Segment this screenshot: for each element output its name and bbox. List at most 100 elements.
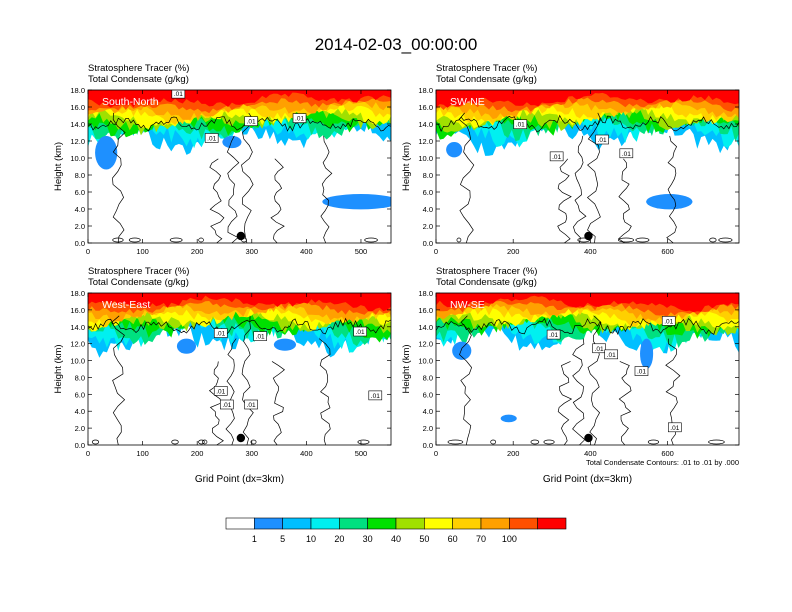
y-tick-label: 18.0 xyxy=(418,86,433,95)
contour-line xyxy=(436,317,739,336)
contour-label-box xyxy=(634,366,649,376)
contour-blob xyxy=(250,439,257,445)
contour-line xyxy=(587,315,602,445)
contour-label-box xyxy=(604,349,618,360)
plot-frame xyxy=(435,89,740,244)
figure-title: 2014-02-03_00:00:00 xyxy=(315,35,478,54)
contour-label-box xyxy=(546,329,561,340)
tracer-patch xyxy=(322,194,391,210)
x-tick-label: 0 xyxy=(86,449,90,458)
contour-label-box xyxy=(220,399,234,410)
contour-labels: .01 .01 .01 .01 .01 .01 .01 xyxy=(213,326,383,410)
colorbar-swatch xyxy=(367,517,397,530)
contour-blob xyxy=(447,439,464,445)
x-tick-label: 600 xyxy=(661,247,674,256)
contour-label: .01 xyxy=(216,388,225,395)
y-tick-label: 4.0 xyxy=(423,407,433,416)
condensate-contours xyxy=(436,112,739,243)
contour-label-box xyxy=(244,399,258,410)
tracer-patch xyxy=(640,338,654,369)
y-tick-label: 18.0 xyxy=(70,86,85,95)
y-tick-label: 14.0 xyxy=(70,120,85,129)
contour-label: .01 xyxy=(549,332,558,339)
y-tick-label: 16.0 xyxy=(70,103,85,112)
panel-title-left: Stratosphere Tracer (%) xyxy=(88,63,189,74)
contour-blob xyxy=(198,237,204,243)
y-tick-label: 0.0 xyxy=(75,441,85,450)
y-tick-label: 10.0 xyxy=(418,357,433,366)
x-axis: 0 100 200 300 400 500 xyxy=(86,90,367,256)
x-tick-label: 0 xyxy=(86,247,90,256)
contour-blob xyxy=(128,237,141,243)
contour-label-box xyxy=(368,390,383,401)
contour-line xyxy=(666,135,678,243)
contour-line xyxy=(572,338,586,445)
contour-blob xyxy=(617,237,635,243)
contour-label-box xyxy=(513,119,528,130)
y-tick-label: 18.0 xyxy=(418,289,433,298)
colorbar-label: 100 xyxy=(502,534,517,544)
contour-line xyxy=(557,158,572,243)
tracer-patch xyxy=(446,142,463,158)
contour-label: .01 xyxy=(595,346,604,353)
colorbar-label: 30 xyxy=(363,534,373,544)
location-marker xyxy=(584,231,593,241)
colorbar-label: 70 xyxy=(476,534,486,544)
x-tick-label: 200 xyxy=(191,449,204,458)
contour-line xyxy=(318,338,331,445)
y-tick-label: 16.0 xyxy=(418,306,433,315)
y-tick-label: 2.0 xyxy=(75,424,85,433)
y-tick-label: 16.0 xyxy=(418,103,433,112)
contour-label: .01 xyxy=(371,393,380,400)
contour-blob xyxy=(635,237,650,243)
y-tick-label: 8.0 xyxy=(423,171,433,180)
contour-blob xyxy=(530,439,540,445)
contour-line xyxy=(618,158,632,243)
contour-label-box xyxy=(549,151,564,162)
contour-line xyxy=(209,158,225,243)
contour-label-box xyxy=(171,90,186,99)
panel-west-east: Stratosphere Tracer (%)Total Condensate … xyxy=(53,266,392,485)
colorbar-label: 10 xyxy=(306,534,316,544)
y-tick-label: 10.0 xyxy=(70,357,85,366)
y-axis-label: Height (km) xyxy=(53,142,64,191)
contour-line xyxy=(557,361,573,445)
contour-line xyxy=(618,361,632,445)
y-axis-label: Height (km) xyxy=(401,344,412,393)
x-axis-label: Grid Point (dx=3km) xyxy=(543,474,632,485)
panel-label: West-East xyxy=(102,299,150,311)
contour-label-box xyxy=(213,386,228,396)
panel-subtitle-left: Total Condensate (g/kg) xyxy=(88,277,189,288)
y-tick-label: 6.0 xyxy=(423,188,433,197)
y-tick-label: 6.0 xyxy=(423,390,433,399)
tracer-field: .01 .01 .01 .01 xyxy=(436,90,739,243)
y-tick-label: 14.0 xyxy=(418,323,433,332)
contour-blob xyxy=(647,439,660,445)
contour-blob xyxy=(112,237,124,243)
condensate-contours xyxy=(436,315,739,445)
contour-footnote: Total Condensate Contours: .01 to .01 by… xyxy=(586,458,739,467)
y-axis: 0.0 2.0 4.0 6.0 8.0 10.0 12.0 14.0 16.0 18.0 Heigh… xyxy=(401,289,739,450)
y-tick-label: 16.0 xyxy=(70,306,85,315)
x-tick-label: 100 xyxy=(136,449,149,458)
contour-line xyxy=(458,112,475,243)
x-axis-label: Grid Point (dx=3km) xyxy=(195,474,284,485)
colorbar-swatch xyxy=(225,517,255,530)
colorbar-swatch xyxy=(282,517,312,530)
panel-title-left: Stratosphere Tracer (%) xyxy=(436,266,537,277)
colorbar-swatch xyxy=(395,517,425,530)
colorbar-label: 50 xyxy=(419,534,429,544)
y-axis: 0.0 2.0 4.0 6.0 8.0 10.0 12.0 14.0 16.0 18.0 Heigh… xyxy=(53,86,391,248)
y-tick-label: 10.0 xyxy=(70,154,85,163)
panel-nw-se: Stratosphere Tracer (%) Total Condensate … xyxy=(401,266,740,485)
colorbar-swatch xyxy=(339,517,368,530)
y-axis: 0.0 2.0 4.0 6.0 8.0 10.0 12.0 14.0 16.0 18.0 Heigh… xyxy=(53,289,391,450)
x-tick-label: 200 xyxy=(191,247,204,256)
contour-label-box xyxy=(213,328,228,338)
y-tick-label: 4.0 xyxy=(75,407,85,416)
x-tick-label: 200 xyxy=(507,247,520,256)
contour-label: .01 xyxy=(670,425,679,432)
x-tick-label: 300 xyxy=(246,449,259,458)
x-tick-label: 300 xyxy=(246,247,259,256)
tracer-field: .01 .01 .01 .01 .01 .01 .01 xyxy=(88,293,391,445)
